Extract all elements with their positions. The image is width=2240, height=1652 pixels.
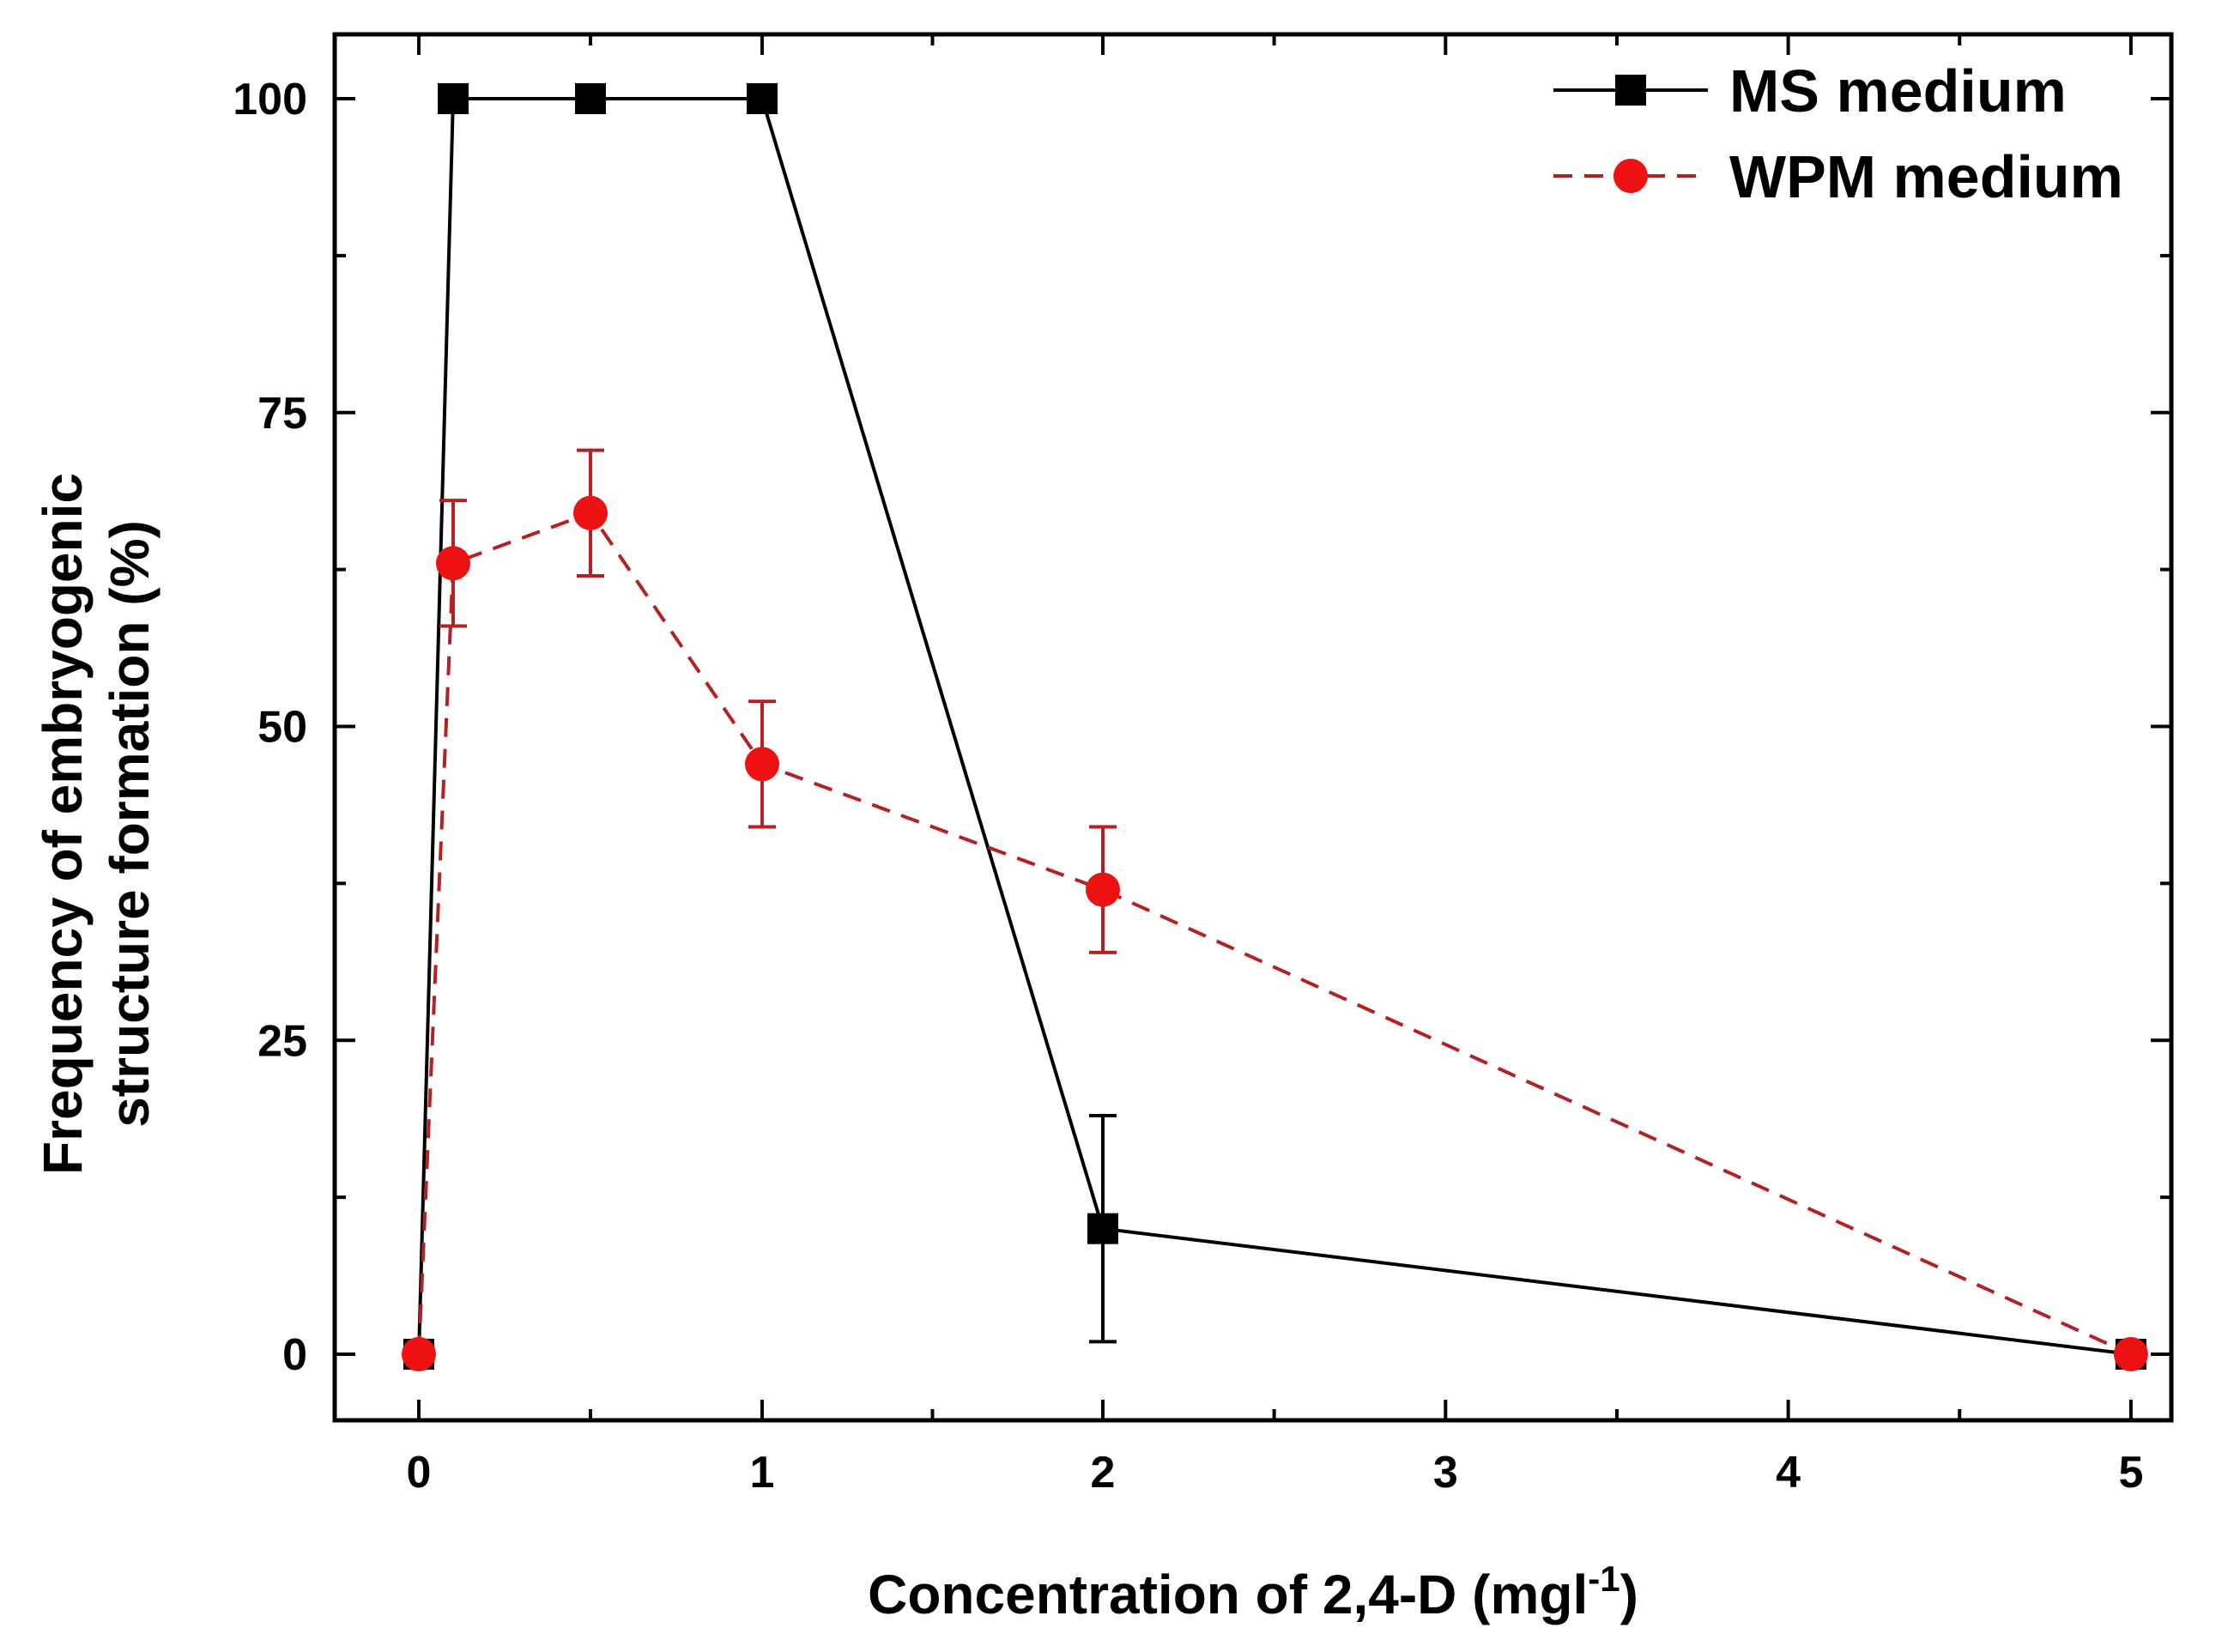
point-wpm-medium-2 bbox=[1086, 872, 1120, 907]
series-wpm-medium bbox=[402, 448, 2148, 1371]
y-axis-ticks: 0 25 50 75 100 bbox=[233, 75, 2171, 1380]
x-axis-title-superscript: -1 bbox=[1588, 1558, 1619, 1599]
series-line-ms-medium bbox=[417, 97, 2132, 1356]
series-ms-medium bbox=[403, 83, 2146, 1370]
y-tick-label-25: 25 bbox=[257, 1016, 307, 1066]
y-tick-label-100: 100 bbox=[233, 75, 307, 124]
legend-wpm-label: WPM medium bbox=[1729, 143, 2123, 210]
legend-ms-label: MS medium bbox=[1729, 57, 2067, 124]
y-tick-label-75: 75 bbox=[257, 389, 307, 439]
x-axis-ticks: 0 1 2 3 4 5 bbox=[407, 34, 2143, 1498]
series-layer bbox=[402, 83, 2148, 1371]
point-ms-medium-2 bbox=[1087, 1213, 1118, 1244]
legend-ms-marker bbox=[1615, 75, 1646, 106]
x-axis-title-text: Concentration of 2,4-D (mgl bbox=[868, 1564, 1588, 1625]
x-tick-label-3: 3 bbox=[1433, 1448, 1458, 1498]
point-wpm-medium-0.5 bbox=[573, 495, 608, 530]
series-line-wpm-medium bbox=[417, 511, 2132, 1356]
x-tick-label-0: 0 bbox=[407, 1448, 432, 1498]
point-ms-medium-0.5 bbox=[575, 83, 606, 114]
point-wpm-medium-5 bbox=[2113, 1337, 2148, 1371]
x-tick-label-5: 5 bbox=[2118, 1448, 2143, 1498]
x-axis-title: Concentration of 2,4-D (mgl-1) bbox=[868, 1558, 1638, 1625]
y-tick-label-0: 0 bbox=[282, 1330, 307, 1380]
y-axis-title: Frequency of embryogenic structure forma… bbox=[32, 473, 160, 1175]
plot-area-frame bbox=[332, 32, 2174, 1423]
point-ms-medium-1 bbox=[747, 83, 778, 114]
point-wpm-medium-0.1 bbox=[436, 546, 470, 581]
x-tick-label-1: 1 bbox=[750, 1448, 775, 1498]
x-tick-label-4: 4 bbox=[1776, 1448, 1801, 1498]
x-tick-label-2: 2 bbox=[1091, 1448, 1116, 1498]
y-axis-title-line1: Frequency of embryogenic bbox=[32, 473, 94, 1175]
x-axis-title-suffix: ) bbox=[1620, 1564, 1638, 1625]
point-ms-medium-0.1 bbox=[438, 83, 469, 114]
y-axis-title-line2: structure formation (%) bbox=[99, 520, 160, 1128]
legend-wpm-marker bbox=[1613, 159, 1648, 193]
point-wpm-medium-1 bbox=[745, 747, 779, 782]
y-tick-label-50: 50 bbox=[257, 703, 307, 753]
point-wpm-medium-0 bbox=[402, 1337, 436, 1371]
legend: MS medium WPM medium bbox=[1553, 57, 2123, 210]
